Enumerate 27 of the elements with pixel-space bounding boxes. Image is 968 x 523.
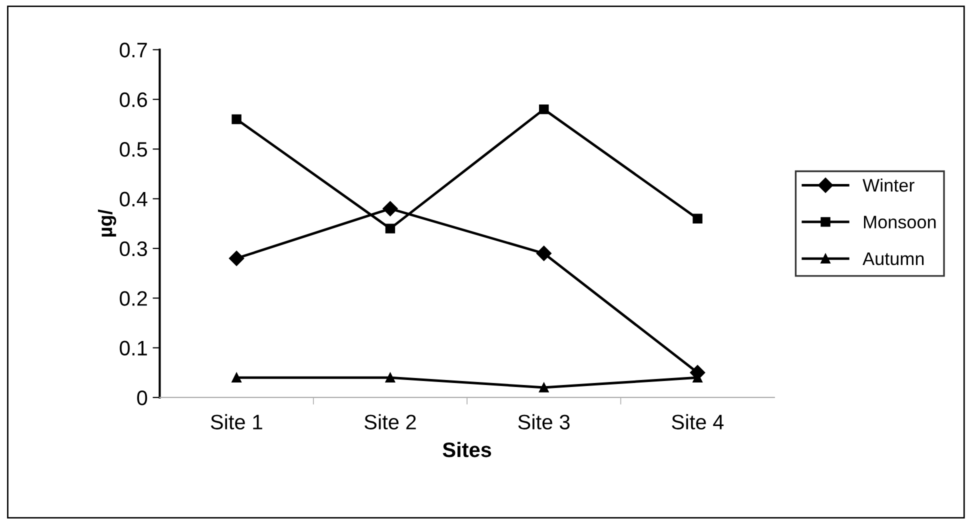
x-tick-label: Site 4 — [672, 414, 724, 430]
x-tick-label: Site 1 — [210, 414, 262, 430]
y-tick-label: 0 — [137, 390, 148, 406]
legend-label: Monsoon — [864, 216, 936, 228]
x-tick-label: Site 2 — [364, 414, 416, 430]
y-tick-label: 0.3 — [120, 241, 147, 256]
y-tick-label: 0.4 — [120, 192, 148, 206]
point — [539, 382, 549, 392]
point — [232, 372, 242, 382]
point — [385, 224, 396, 234]
point — [539, 104, 549, 114]
y-tick-label: 0.7 — [120, 42, 147, 58]
y-tick-label: 0.1 — [120, 340, 147, 356]
y-tick-label: 0.6 — [120, 92, 147, 108]
y-tick-label: 0.2 — [120, 291, 147, 306]
x-tick-label: Site 3 — [518, 414, 570, 430]
point — [692, 214, 702, 224]
y-tick-label: 0.5 — [120, 142, 148, 157]
legend-label: Autumn — [862, 252, 924, 266]
point — [536, 246, 552, 261]
point — [382, 201, 398, 216]
point — [385, 372, 396, 382]
x-axis-title: Sites — [442, 442, 492, 458]
point — [228, 250, 244, 266]
y-axis-title: µg/ — [98, 210, 116, 237]
point — [232, 114, 242, 124]
legend-label: Winter — [862, 178, 914, 192]
